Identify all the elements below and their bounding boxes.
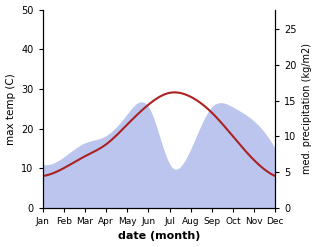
X-axis label: date (month): date (month) bbox=[118, 231, 200, 242]
Y-axis label: med. precipitation (kg/m2): med. precipitation (kg/m2) bbox=[302, 43, 313, 174]
Y-axis label: max temp (C): max temp (C) bbox=[5, 73, 16, 144]
